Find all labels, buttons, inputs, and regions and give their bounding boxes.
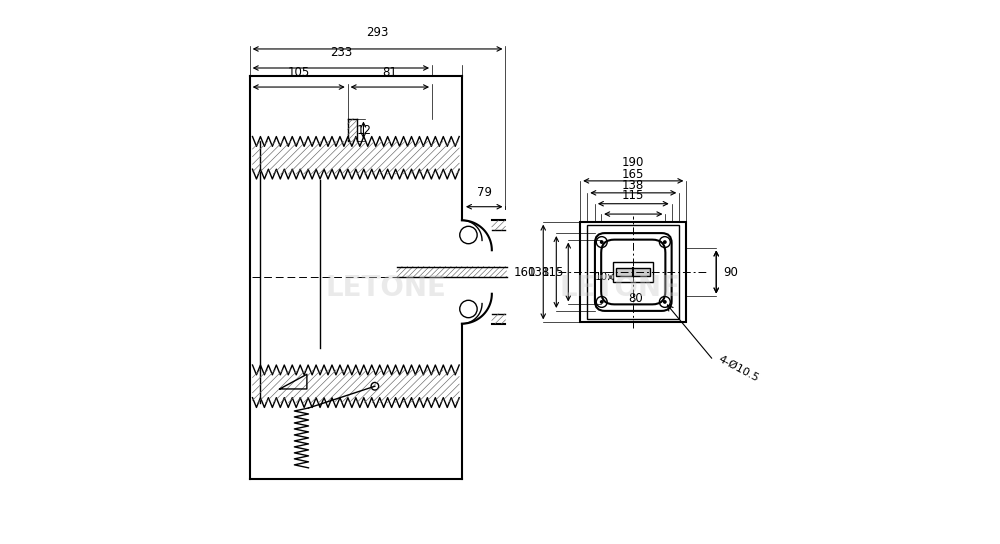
Text: 10: 10 — [595, 272, 608, 282]
Text: 160: 160 — [514, 265, 536, 279]
Text: LETONE: LETONE — [559, 274, 680, 302]
Text: 190: 190 — [622, 156, 644, 169]
Circle shape — [663, 240, 667, 244]
Text: 12: 12 — [357, 123, 372, 137]
Bar — [587, 225, 679, 319]
Text: 80: 80 — [629, 292, 643, 305]
Text: 293: 293 — [366, 26, 389, 39]
Bar — [613, 262, 653, 282]
Text: 165: 165 — [622, 168, 644, 181]
Text: 138: 138 — [528, 265, 550, 279]
Text: 138: 138 — [622, 179, 644, 191]
Text: LETONE: LETONE — [325, 274, 446, 302]
Circle shape — [663, 300, 667, 304]
Bar — [580, 222, 686, 322]
Text: 81: 81 — [382, 66, 397, 79]
Text: 105: 105 — [288, 66, 310, 79]
Circle shape — [600, 240, 604, 244]
Text: 233: 233 — [330, 46, 352, 59]
Text: 4-Ø10.5: 4-Ø10.5 — [716, 354, 760, 384]
Circle shape — [600, 300, 604, 304]
Text: 115: 115 — [622, 189, 644, 202]
Text: 79: 79 — [477, 186, 492, 199]
Text: 90: 90 — [723, 265, 738, 279]
Text: 115: 115 — [542, 265, 564, 279]
Bar — [616, 268, 650, 276]
